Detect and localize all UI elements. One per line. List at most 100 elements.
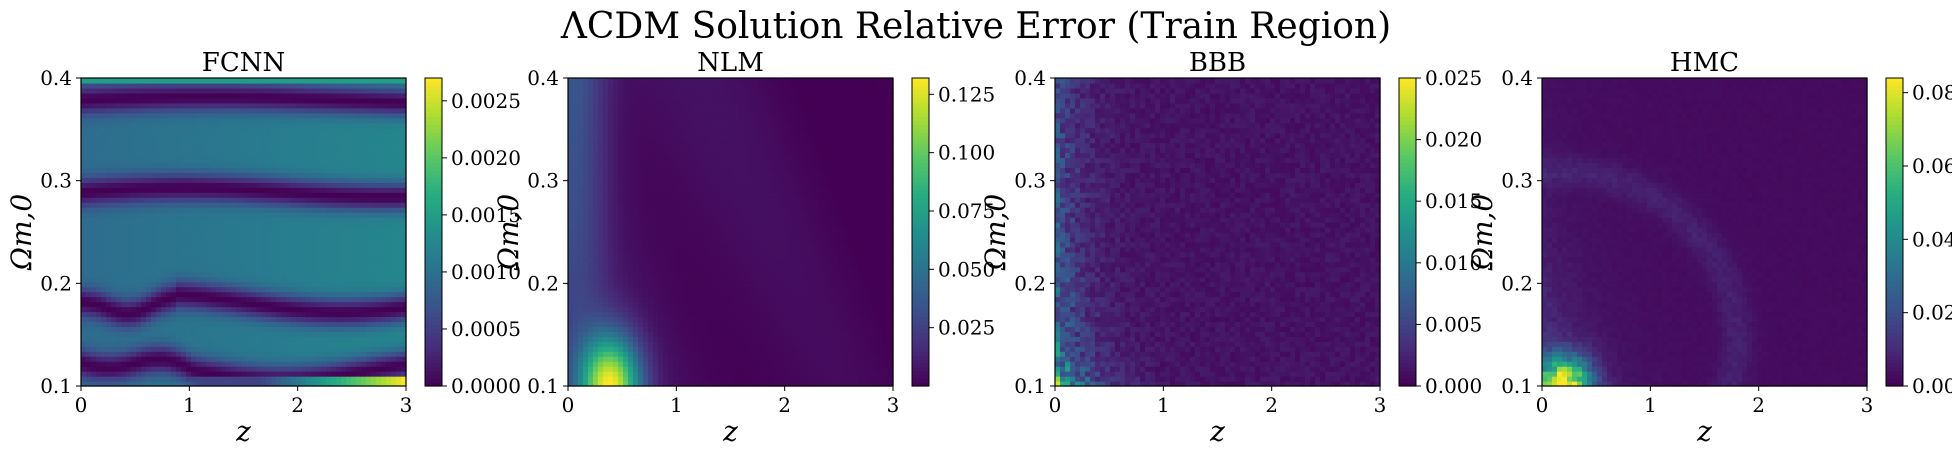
heatmap-cell: [568, 366, 574, 372]
heatmap-cell: [116, 117, 122, 124]
heatmap-cell: [111, 187, 117, 193]
heatmap-cell: [206, 286, 212, 293]
heatmap-cell: [613, 157, 619, 164]
heatmap-cell: [341, 381, 347, 387]
heatmap-cell: [101, 227, 107, 233]
heatmap-cell: [256, 137, 262, 144]
heatmap-cell: [291, 142, 297, 149]
heatmap-cell: [266, 351, 272, 357]
heatmap-cell: [111, 152, 117, 159]
heatmap-cell: [341, 361, 347, 367]
heatmap-cell: [311, 236, 317, 243]
heatmap-cell: [588, 326, 594, 332]
heatmap-cell: [573, 381, 579, 387]
heatmap-cell: [321, 241, 327, 248]
heatmap-cell: [86, 351, 92, 357]
heatmap-cell: [291, 102, 297, 109]
heatmap-cell: [131, 197, 137, 203]
heatmap-cell: [573, 376, 579, 382]
colorbar-tick-label: 0.0015: [451, 203, 521, 227]
heatmap-cell: [281, 217, 287, 223]
heatmap-cell: [391, 157, 397, 164]
heatmap-cell: [391, 177, 397, 183]
heatmap-cell: [301, 346, 307, 352]
heatmap-cell: [91, 222, 97, 228]
colorbar-step: [425, 224, 442, 229]
heatmap-cell: [281, 82, 287, 89]
heatmap-cell: [331, 217, 337, 223]
heatmap-cell: [573, 246, 579, 253]
heatmap-cell: [381, 177, 387, 183]
heatmap-cell: [96, 152, 102, 159]
heatmap-cell: [226, 331, 232, 337]
heatmap-cell: [386, 172, 392, 178]
heatmap-cell: [176, 251, 182, 258]
heatmap-cell: [141, 366, 147, 372]
heatmap-cell: [623, 78, 629, 84]
heatmap-cell: [206, 241, 212, 248]
heatmap-cell: [106, 87, 112, 94]
heatmap-cell: [176, 222, 182, 228]
heatmap-cell: [271, 102, 277, 109]
heatmap-cell: [603, 251, 609, 258]
heatmap-cell: [81, 326, 87, 332]
heatmap-cell: [276, 311, 282, 318]
heatmap-cell: [371, 147, 377, 154]
heatmap-cell: [306, 341, 312, 347]
heatmap-cell: [136, 107, 142, 114]
heatmap-cell: [361, 371, 367, 377]
heatmap-cell: [396, 316, 402, 323]
heatmap-cell: [316, 142, 322, 149]
heatmap-cell: [291, 152, 297, 159]
heatmap-cell: [176, 167, 182, 173]
heatmap-cell: [261, 222, 267, 228]
heatmap-cell: [306, 207, 312, 213]
heatmap-cell: [301, 356, 307, 362]
heatmap-cell: [603, 142, 609, 149]
heatmap-cell: [241, 236, 247, 243]
heatmap-cell: [81, 172, 87, 178]
heatmap-cell: [603, 132, 609, 139]
heatmap-cell: [598, 321, 604, 327]
heatmap-cell: [401, 202, 407, 208]
heatmap-cell: [331, 87, 337, 94]
heatmap-cell: [366, 207, 372, 213]
heatmap-cell: [578, 127, 584, 134]
heatmap-cell: [106, 251, 112, 258]
heatmap-cell: [266, 286, 272, 293]
heatmap-cell: [296, 162, 302, 169]
heatmap-cell: [598, 241, 604, 248]
heatmap-cell: [603, 222, 609, 228]
heatmap-cell: [376, 381, 382, 387]
heatmap-cell: [291, 346, 297, 352]
heatmap-cell: [316, 351, 322, 357]
heatmap-cell: [326, 147, 332, 154]
heatmap-cell: [598, 366, 604, 372]
heatmap-cell: [306, 97, 312, 104]
heatmap-cell: [206, 107, 212, 114]
heatmap-cell: [91, 142, 97, 149]
heatmap-cell: [381, 107, 387, 114]
heatmap-cell: [136, 142, 142, 149]
heatmap-cell: [166, 117, 172, 124]
heatmap-cell: [141, 172, 147, 178]
heatmap-cell: [251, 291, 257, 298]
heatmap-cell: [136, 381, 142, 387]
heatmap-cell: [613, 346, 619, 352]
heatmap-cell: [126, 296, 132, 303]
heatmap-cell: [573, 341, 579, 347]
heatmap-cell: [236, 137, 242, 144]
heatmap-cell: [386, 212, 392, 218]
heatmap-cell: [156, 376, 162, 382]
heatmap-cell: [281, 251, 287, 258]
heatmap-cell: [121, 286, 127, 293]
heatmap-cell: [206, 296, 212, 303]
heatmap-cell: [326, 142, 332, 149]
heatmap-cell: [261, 246, 267, 253]
heatmap-cell: [633, 331, 639, 337]
heatmap-cell: [356, 246, 362, 253]
heatmap-cell: [296, 366, 302, 372]
heatmap-cell: [361, 78, 367, 84]
heatmap-cell: [216, 92, 222, 99]
heatmap-cell: [241, 291, 247, 298]
